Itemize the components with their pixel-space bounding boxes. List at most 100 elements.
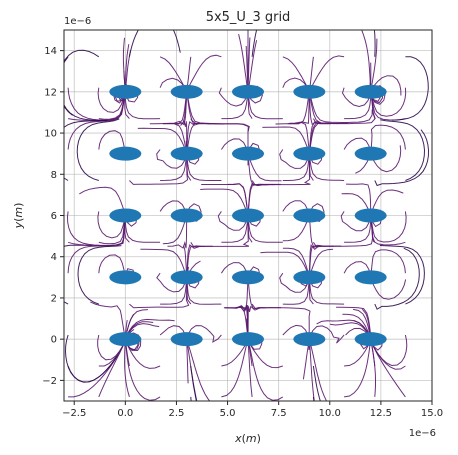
- streamline: [300, 248, 334, 305]
- data-point: [354, 146, 387, 161]
- streamline: [307, 87, 373, 123]
- data-point: [232, 332, 264, 347]
- data-points: [109, 84, 387, 347]
- y-tick-label: 0: [51, 335, 57, 346]
- data-point: [293, 208, 326, 223]
- y-tick-label: 8: [51, 170, 57, 181]
- streamline: [184, 334, 211, 401]
- streamline: [353, 308, 376, 367]
- streamline: [260, 251, 323, 289]
- streamline: [345, 327, 406, 398]
- x-tick-label: 12.5: [370, 408, 392, 419]
- data-point: [170, 332, 203, 347]
- streamline: [238, 33, 263, 104]
- data-point: [109, 84, 142, 99]
- y-axis: −2 0 2 4 6 8 10 12 14: [42, 46, 64, 387]
- streamline: [98, 318, 175, 367]
- streamline: [64, 244, 93, 305]
- y-tick-label: 4: [51, 252, 57, 263]
- streamline: [66, 211, 126, 246]
- x-tick-label: 15.0: [421, 408, 443, 419]
- y-tick-label: 2: [51, 293, 57, 304]
- y-tick-label: 12: [44, 87, 57, 98]
- data-point: [354, 270, 387, 285]
- plot-area: [63, 29, 433, 402]
- streamline: [302, 325, 345, 380]
- streamline: [64, 334, 118, 383]
- streamline: [353, 320, 408, 367]
- streamline: [312, 365, 321, 401]
- streamline: [90, 301, 139, 351]
- chart-title: 5x5_U_3 grid: [206, 10, 291, 25]
- streamline: [355, 124, 406, 174]
- streamline: [64, 120, 101, 181]
- streamline: [79, 186, 138, 227]
- data-point: [293, 146, 326, 161]
- x-axis: −2.5 0.0 2.5 5.0 7.5 10.0 12.5 15.0: [62, 401, 443, 419]
- data-point: [293, 270, 326, 285]
- streamline: [369, 62, 407, 117]
- streamline: [343, 137, 402, 173]
- streamline: [76, 118, 120, 181]
- streamline: [282, 324, 315, 401]
- streamline: [128, 30, 181, 57]
- streamline: [391, 56, 429, 121]
- data-point: [170, 84, 203, 99]
- streamline: [190, 396, 192, 401]
- x-tick-label: −2.5: [62, 408, 86, 419]
- x-tick-label: 10.0: [319, 408, 341, 419]
- data-point: [109, 146, 142, 161]
- data-point: [293, 84, 326, 99]
- streamline: [380, 119, 426, 181]
- streamline: [312, 396, 315, 401]
- streamline: [374, 247, 420, 310]
- y-tick-label: −2: [42, 376, 57, 387]
- streamline: [379, 245, 425, 305]
- streamline: [251, 30, 258, 57]
- streamline: [184, 87, 250, 133]
- streamline: [98, 321, 154, 398]
- x-tick-label: 0.0: [117, 408, 133, 419]
- streamline: [140, 248, 200, 289]
- data-point: [354, 332, 387, 347]
- streamline: [224, 304, 263, 350]
- data-point: [232, 270, 264, 285]
- streamline: [159, 200, 188, 249]
- streamline: [361, 30, 384, 104]
- streamline: [200, 188, 261, 227]
- streamline: [77, 245, 122, 305]
- data-point: [170, 146, 203, 161]
- data-point: [293, 332, 326, 347]
- data-point: [109, 208, 142, 223]
- streamline: [307, 334, 328, 401]
- streamline: [336, 306, 372, 367]
- data-point: [109, 332, 142, 347]
- data-point: [232, 84, 264, 99]
- streamline: [190, 365, 198, 401]
- streamline: [97, 323, 160, 361]
- streamline: [344, 308, 371, 398]
- data-point: [354, 208, 387, 223]
- streamline: [374, 129, 430, 187]
- streamline: [64, 49, 100, 116]
- y-axis-title: y(m): [12, 203, 25, 230]
- streamline: [343, 261, 407, 300]
- streamline: [64, 56, 108, 122]
- data-point: [170, 270, 203, 285]
- data-point: [232, 146, 264, 161]
- x-offset-label: 1e−6: [409, 428, 436, 439]
- y-tick-label: 6: [51, 211, 57, 222]
- x-tick-label: 5.0: [220, 408, 236, 419]
- data-point: [232, 208, 264, 223]
- streamline: [137, 127, 200, 165]
- data-point: [109, 270, 142, 285]
- data-point: [170, 208, 203, 223]
- x-tick-label: 2.5: [168, 408, 184, 419]
- x-axis-title: x(m): [234, 432, 261, 445]
- x-tick-label: 7.5: [271, 408, 287, 419]
- y-tick-label: 14: [44, 46, 57, 57]
- streamline: [262, 126, 323, 165]
- streamline: [373, 30, 376, 57]
- streamline: [247, 30, 253, 119]
